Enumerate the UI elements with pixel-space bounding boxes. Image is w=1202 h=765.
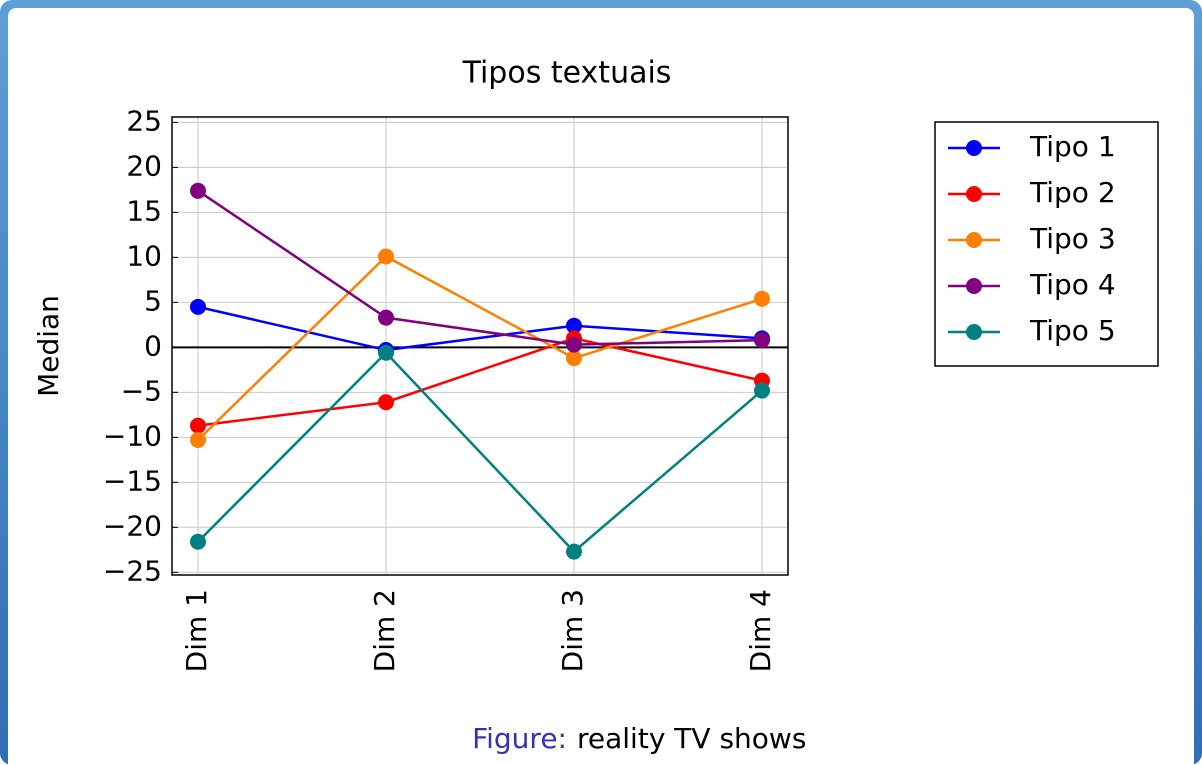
legend-marker — [966, 140, 982, 156]
chart-title: Tipos textuais — [462, 56, 672, 91]
point — [566, 336, 582, 353]
legend-marker — [966, 278, 982, 294]
point — [378, 394, 394, 411]
y-tick-label: 0 — [144, 329, 162, 362]
legend-label: Tipo 1 — [1029, 130, 1116, 163]
point — [566, 543, 582, 560]
legend-marker — [966, 232, 982, 248]
point — [190, 432, 206, 449]
x-tick-label: Dim 3 — [556, 589, 589, 672]
y-tick-label: 20 — [126, 149, 162, 182]
point — [566, 350, 582, 367]
legend-marker — [966, 186, 982, 202]
y-tick-label: −5 — [121, 374, 162, 407]
y-axis-label: Median — [32, 295, 65, 397]
point — [754, 332, 770, 349]
legend-marker — [966, 324, 982, 340]
point — [378, 309, 394, 326]
legend-label: Tipo 5 — [1029, 314, 1116, 347]
y-tick-label: −10 — [103, 419, 162, 452]
point — [754, 290, 770, 307]
x-tick-label: Dim 1 — [180, 589, 213, 672]
x-tick-label: Dim 4 — [744, 589, 777, 672]
point — [190, 182, 206, 199]
legend-label: Tipo 3 — [1029, 222, 1116, 255]
legend-label: Tipo 2 — [1029, 176, 1116, 209]
point — [754, 382, 770, 399]
series-line — [197, 305, 763, 352]
point — [190, 298, 206, 315]
series-line — [197, 189, 763, 346]
point — [566, 317, 582, 334]
legend-label: Tipo 4 — [1029, 268, 1116, 301]
y-tick-label: 10 — [126, 239, 162, 272]
y-tick-label: 25 — [126, 104, 162, 137]
series-line — [197, 254, 763, 441]
y-tick-label: −20 — [103, 509, 162, 542]
y-tick-label: −15 — [103, 464, 162, 497]
series-line — [197, 350, 763, 554]
y-tick-label: 5 — [144, 284, 162, 317]
x-tick-label: Dim 2 — [368, 589, 401, 672]
point — [378, 344, 394, 361]
y-tick-label: 15 — [126, 194, 162, 227]
point — [378, 248, 394, 265]
caption: reality TV shows — [577, 722, 806, 755]
plot-frame — [171, 116, 789, 576]
point — [190, 417, 206, 434]
caption-label: Figure: — [472, 722, 567, 755]
point — [190, 533, 206, 550]
y-tick-label: −25 — [103, 554, 162, 587]
series-line — [197, 337, 763, 427]
